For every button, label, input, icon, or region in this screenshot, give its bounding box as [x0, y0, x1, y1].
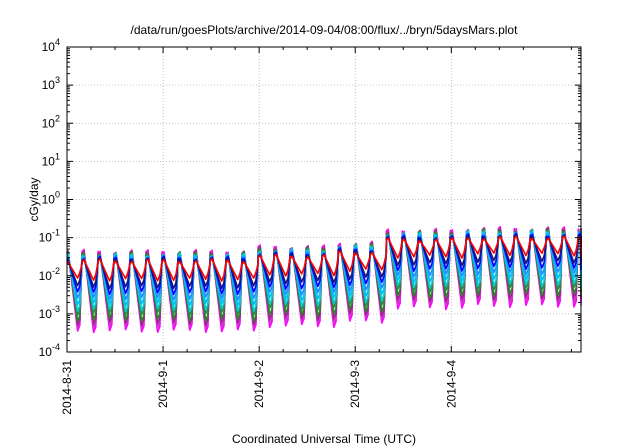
x-tick-label: 2014-9-4 — [444, 360, 458, 408]
x-tick-label: 2014-9-1 — [156, 360, 170, 408]
y-tick-label: 101 — [42, 151, 60, 168]
chart-title: /data/run/goesPlots/archive/2014-09-04/0… — [131, 23, 519, 37]
y-tick-label: 10-2 — [39, 266, 60, 283]
y-tick-label: 103 — [42, 75, 60, 92]
y-tick-label: 10-3 — [39, 304, 60, 321]
y-tick-label: 10-4 — [39, 342, 60, 359]
y-tick-label: 102 — [42, 113, 60, 130]
series-line-11 — [66, 235, 582, 282]
y-axis-label: cGy/day — [27, 177, 41, 221]
x-tick-label: 2014-9-2 — [252, 360, 266, 408]
x-tick-label: 2014-9-3 — [348, 360, 362, 408]
axis-ticks: 10-4 10-3 10-2 10-1 100 101 102 103 104 2014-8-31… — [39, 37, 581, 415]
series-line-10 — [66, 233, 582, 290]
y-tick-label: 10-1 — [39, 228, 60, 245]
series-group — [66, 225, 582, 334]
x-tick-label: 2014-8-31 — [60, 360, 74, 415]
x-axis-label: Coordinated Universal Time (UTC) — [232, 432, 416, 446]
y-tick-label: 104 — [42, 37, 60, 54]
y-tick-label: 100 — [42, 190, 60, 207]
